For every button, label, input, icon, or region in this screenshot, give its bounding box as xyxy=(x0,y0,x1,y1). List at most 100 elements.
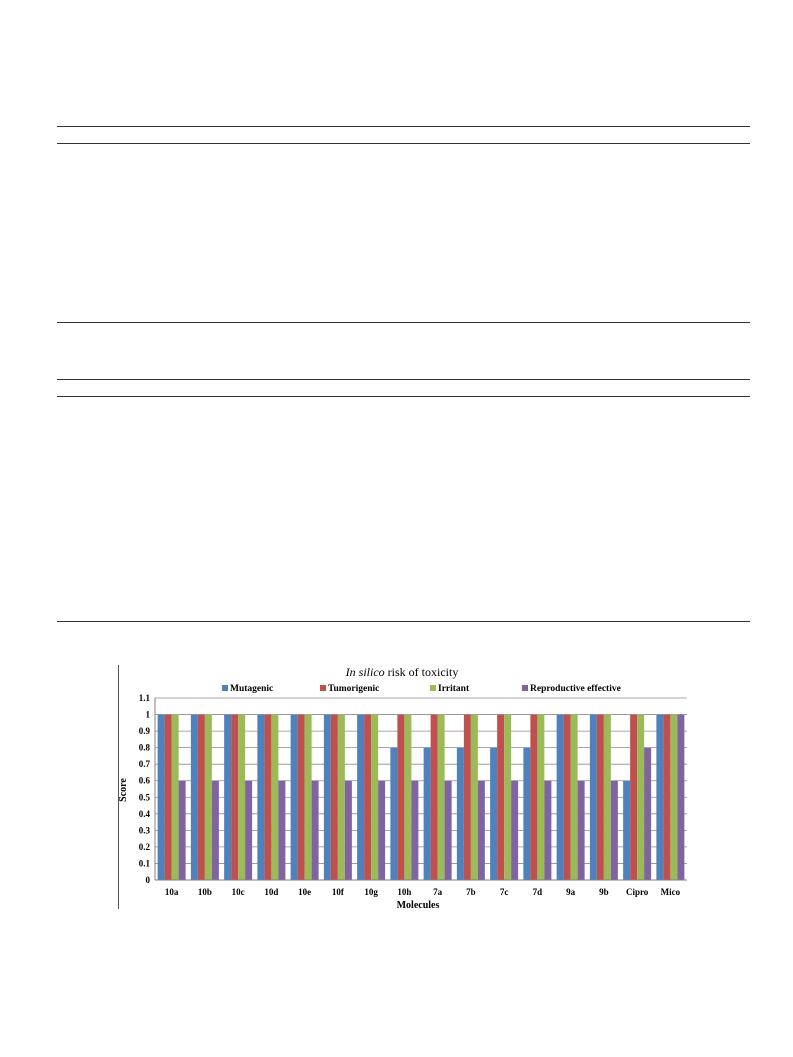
bar-Mico-tumorigenic xyxy=(663,714,671,880)
bar-7a-tumorigenic xyxy=(430,714,438,880)
x-tick-label: 10e xyxy=(298,887,311,897)
bar-9b-irritant xyxy=(603,714,611,880)
chart-title: In silico risk of toxicity xyxy=(345,665,459,679)
y-tick-label: 0.3 xyxy=(139,825,151,835)
bar-10e-mutagenic xyxy=(290,714,298,880)
bar-10h-irritant xyxy=(404,714,412,880)
x-tick-label: 7b xyxy=(466,887,476,897)
bar-10a-reproductive-effective xyxy=(178,780,186,880)
bar-9a-mutagenic xyxy=(556,714,564,880)
bar-10g-reproductive-effective xyxy=(378,780,386,880)
bar-10e-tumorigenic xyxy=(297,714,305,880)
bar-10h-mutagenic xyxy=(390,747,398,880)
x-tick-label: 10b xyxy=(198,887,212,897)
bar-9a-irritant xyxy=(570,714,578,880)
y-tick-label: 0.2 xyxy=(139,842,151,852)
bar-10b-mutagenic xyxy=(190,714,198,880)
bar-7c-tumorigenic xyxy=(497,714,505,880)
x-tick-label: Cipro xyxy=(626,887,649,897)
y-tick-label: 0.5 xyxy=(139,792,151,802)
table2-top-rule xyxy=(57,379,750,380)
y-tick-label: 0.9 xyxy=(139,726,151,736)
bar-9b-tumorigenic xyxy=(596,714,604,880)
x-tick-label: 10g xyxy=(364,887,378,897)
chart-legend: Mutagenic Tumorigenic Irritant Reproductive… xyxy=(222,684,621,694)
bar-Mico-mutagenic xyxy=(656,714,664,880)
table2-bottom-rule xyxy=(57,621,750,622)
table-top-rule xyxy=(57,126,750,127)
bar-10h-reproductive-effective xyxy=(411,780,419,880)
x-axis-ticks: 10a 10b 10c 10d 10e 10f 10g 10h 7a 7b 7c 7d 9a 9b Cipr… xyxy=(165,887,681,897)
bar-7d-tumorigenic xyxy=(530,714,538,880)
bar-10a-mutagenic xyxy=(157,714,165,880)
y-tick-label: 0 xyxy=(146,875,151,885)
bar-7d-reproductive-effective xyxy=(544,780,552,880)
bar-Mico-irritant xyxy=(670,714,678,880)
bar-10f-reproductive-effective xyxy=(344,780,352,880)
y-tick-label: 0.1 xyxy=(139,858,151,868)
bar-7c-reproductive-effective xyxy=(511,780,519,880)
x-tick-label: 7d xyxy=(533,887,543,897)
bar-10b-reproductive-effective xyxy=(211,780,219,880)
bar-10f-mutagenic xyxy=(323,714,331,880)
bar-Cipro-tumorigenic xyxy=(630,714,638,880)
y-tick-label: 0.7 xyxy=(139,759,151,769)
bar-7d-irritant xyxy=(537,714,545,880)
bar-Cipro-reproductive-effective xyxy=(644,747,652,880)
bar-7b-tumorigenic xyxy=(463,714,471,880)
bar-10c-tumorigenic xyxy=(231,714,239,880)
bar-10c-mutagenic xyxy=(224,714,232,880)
bar-10a-irritant xyxy=(171,714,179,880)
bar-7b-mutagenic xyxy=(456,747,464,880)
bar-9a-tumorigenic xyxy=(563,714,571,880)
bar-10d-tumorigenic xyxy=(264,714,272,880)
bar-10b-irritant xyxy=(204,714,212,880)
chart-bars xyxy=(157,714,685,880)
x-tick-label: 10d xyxy=(264,887,278,897)
legend-swatch xyxy=(222,685,228,691)
bar-10g-tumorigenic xyxy=(364,714,372,880)
bar-10c-reproductive-effective xyxy=(245,780,253,880)
x-tick-label: 9b xyxy=(599,887,609,897)
y-tick-label: 1 xyxy=(146,710,151,720)
bar-9b-reproductive-effective xyxy=(610,780,618,880)
bar-10f-irritant xyxy=(337,714,345,880)
bar-7a-mutagenic xyxy=(423,747,431,880)
bar-7b-reproductive-effective xyxy=(477,780,485,880)
y-tick-label: 0.6 xyxy=(139,776,151,786)
bar-7a-reproductive-effective xyxy=(444,780,452,880)
bar-7c-mutagenic xyxy=(490,747,498,880)
legend-swatch xyxy=(320,685,326,691)
x-tick-label: 10a xyxy=(165,887,179,897)
chart-title-rest: risk of toxicity xyxy=(385,665,459,679)
y-tick-label: 1.1 xyxy=(139,693,151,703)
bar-7b-irritant xyxy=(470,714,478,880)
bar-9b-mutagenic xyxy=(589,714,597,880)
bar-7d-mutagenic xyxy=(523,747,531,880)
table2-header-rule xyxy=(57,396,750,397)
bar-7c-irritant xyxy=(504,714,512,880)
bar-10d-reproductive-effective xyxy=(278,780,286,880)
figure-left-border xyxy=(118,665,119,909)
bar-7a-irritant xyxy=(437,714,445,880)
bar-10d-irritant xyxy=(271,714,279,880)
table-bottom-rule xyxy=(57,322,750,323)
legend-swatch xyxy=(430,685,436,691)
bar-10b-tumorigenic xyxy=(197,714,205,880)
y-tick-label: 0.8 xyxy=(139,743,151,753)
x-axis-title: Molecules xyxy=(397,900,440,911)
bar-10g-irritant xyxy=(371,714,379,880)
legend-label: Irritant xyxy=(438,684,470,694)
x-tick-label: 7c xyxy=(500,887,509,897)
y-axis-title: Score xyxy=(118,778,129,802)
bar-10f-tumorigenic xyxy=(330,714,338,880)
legend-label: Tumorigenic xyxy=(328,684,379,694)
bar-10d-mutagenic xyxy=(257,714,265,880)
bar-Mico-reproductive-effective xyxy=(677,714,685,880)
bar-10e-reproductive-effective xyxy=(311,780,319,880)
legend-label: Mutagenic xyxy=(230,684,273,694)
table-header-rule xyxy=(57,143,750,144)
chart-title-italic: In silico xyxy=(345,665,385,679)
x-tick-label: 7a xyxy=(433,887,443,897)
